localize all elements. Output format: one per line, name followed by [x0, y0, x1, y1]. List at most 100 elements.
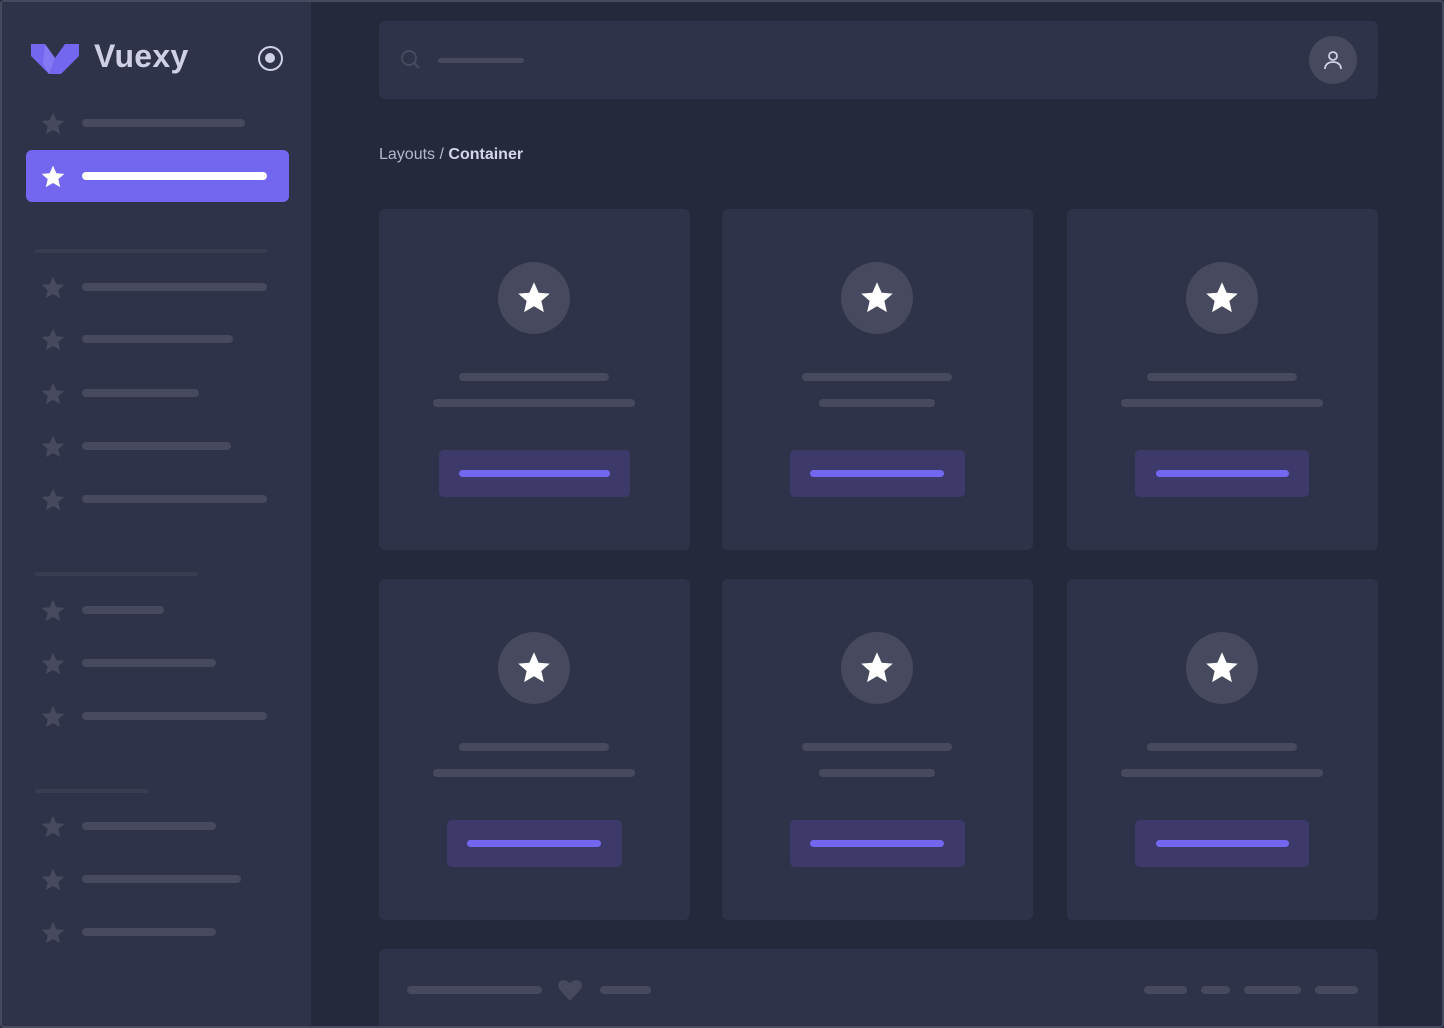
card-text: [1121, 769, 1323, 777]
star-icon: [41, 382, 65, 405]
card-text: [1121, 399, 1323, 407]
sidebar-item-label: [82, 119, 245, 127]
sidebar-item-label: [82, 606, 164, 614]
footer-text: [600, 986, 651, 994]
card-button[interactable]: [1135, 820, 1309, 867]
breadcrumb: Layouts / Container: [379, 146, 523, 164]
card-text: [433, 769, 635, 777]
footer-link[interactable]: [1201, 986, 1230, 994]
sidebar-item[interactable]: [26, 313, 289, 365]
card-text: [819, 399, 935, 407]
sidebar-item-label: [82, 712, 267, 720]
user-avatar[interactable]: [1309, 36, 1357, 84]
card: [1067, 579, 1378, 920]
sidebar-item-label: [82, 928, 216, 936]
card-text: [433, 399, 635, 407]
card-title: [459, 373, 609, 381]
card-title: [802, 743, 952, 751]
card-button[interactable]: [1135, 450, 1309, 497]
sidebar-section-divider: [35, 572, 198, 576]
star-icon: [861, 282, 893, 313]
user-icon: [1324, 51, 1342, 70]
star-icon: [518, 282, 550, 313]
search-icon[interactable]: [401, 50, 421, 70]
star-icon: [41, 921, 65, 944]
star-icon: [41, 328, 65, 351]
card: [722, 209, 1033, 550]
card-title: [459, 743, 609, 751]
star-icon: [41, 705, 65, 728]
sidebar-section-divider: [35, 789, 148, 793]
sidebar-item[interactable]: [26, 420, 289, 472]
sidebar-item[interactable]: [26, 584, 289, 636]
star-icon: [518, 652, 550, 683]
breadcrumb-parent[interactable]: Layouts: [379, 146, 436, 163]
star-icon: [41, 276, 65, 299]
card-button[interactable]: [789, 820, 965, 867]
card-button[interactable]: [446, 820, 622, 867]
card: [379, 579, 690, 920]
star-icon: [41, 165, 65, 188]
star-icon: [1206, 282, 1238, 313]
card-icon-badge: [498, 632, 570, 704]
star-icon: [1206, 652, 1238, 683]
sidebar-item[interactable]: [26, 261, 289, 313]
sidebar-item[interactable]: [26, 690, 289, 742]
sidebar-item[interactable]: [26, 637, 289, 689]
star-icon: [41, 112, 65, 135]
breadcrumb-current: Container: [448, 146, 524, 163]
card-text: [819, 769, 935, 777]
card-icon-badge: [1186, 262, 1258, 334]
card-title: [1147, 743, 1297, 751]
sidebar-item-label: [82, 442, 231, 450]
sidebar-item[interactable]: [26, 800, 289, 852]
star-icon: [41, 435, 65, 458]
sidebar-item-label: [82, 389, 199, 397]
search-input[interactable]: [438, 58, 524, 63]
breadcrumb-separator: /: [435, 146, 449, 163]
card-icon-badge: [498, 262, 570, 334]
footer-text: [407, 986, 542, 994]
star-icon: [41, 488, 65, 511]
sidebar-item-label: [82, 495, 267, 503]
card: [1067, 209, 1378, 550]
sidebar-item-label: [82, 172, 267, 180]
sidebar: Vuexy: [2, 2, 311, 1026]
footer-link[interactable]: [1315, 986, 1358, 994]
radio-pin-icon[interactable]: [258, 46, 283, 71]
card-button-label: [458, 470, 610, 477]
card-title: [802, 373, 952, 381]
footer-link[interactable]: [1244, 986, 1301, 994]
brand-name: Vuexy: [94, 38, 189, 74]
card-icon-badge: [841, 632, 913, 704]
footer: [379, 949, 1378, 1026]
card-button-label: [810, 840, 944, 847]
card-icon-badge: [841, 262, 913, 334]
sidebar-section-divider: [35, 249, 267, 253]
star-icon: [41, 652, 65, 675]
card-icon-badge: [1186, 632, 1258, 704]
sidebar-item[interactable]: [26, 853, 289, 905]
card-button-label: [1155, 840, 1289, 847]
sidebar-item-label: [82, 283, 267, 291]
sidebar-item-label: [82, 822, 216, 830]
footer-link[interactable]: [1144, 986, 1187, 994]
card-button[interactable]: [438, 450, 630, 497]
card-title: [1147, 373, 1297, 381]
sidebar-item-label: [82, 875, 241, 883]
navbar: [379, 21, 1378, 99]
star-icon: [41, 599, 65, 622]
star-icon: [41, 815, 65, 838]
card-button-label: [467, 840, 601, 847]
sidebar-item[interactable]: [26, 97, 289, 149]
card-button-label: [1155, 470, 1289, 477]
sidebar-item[interactable]: [26, 150, 289, 202]
sidebar-item[interactable]: [26, 906, 289, 958]
heart-icon: [558, 980, 582, 1001]
card-button[interactable]: [789, 450, 965, 497]
star-icon: [41, 868, 65, 891]
sidebar-item[interactable]: [26, 473, 289, 525]
card: [722, 579, 1033, 920]
sidebar-item[interactable]: [26, 367, 289, 419]
